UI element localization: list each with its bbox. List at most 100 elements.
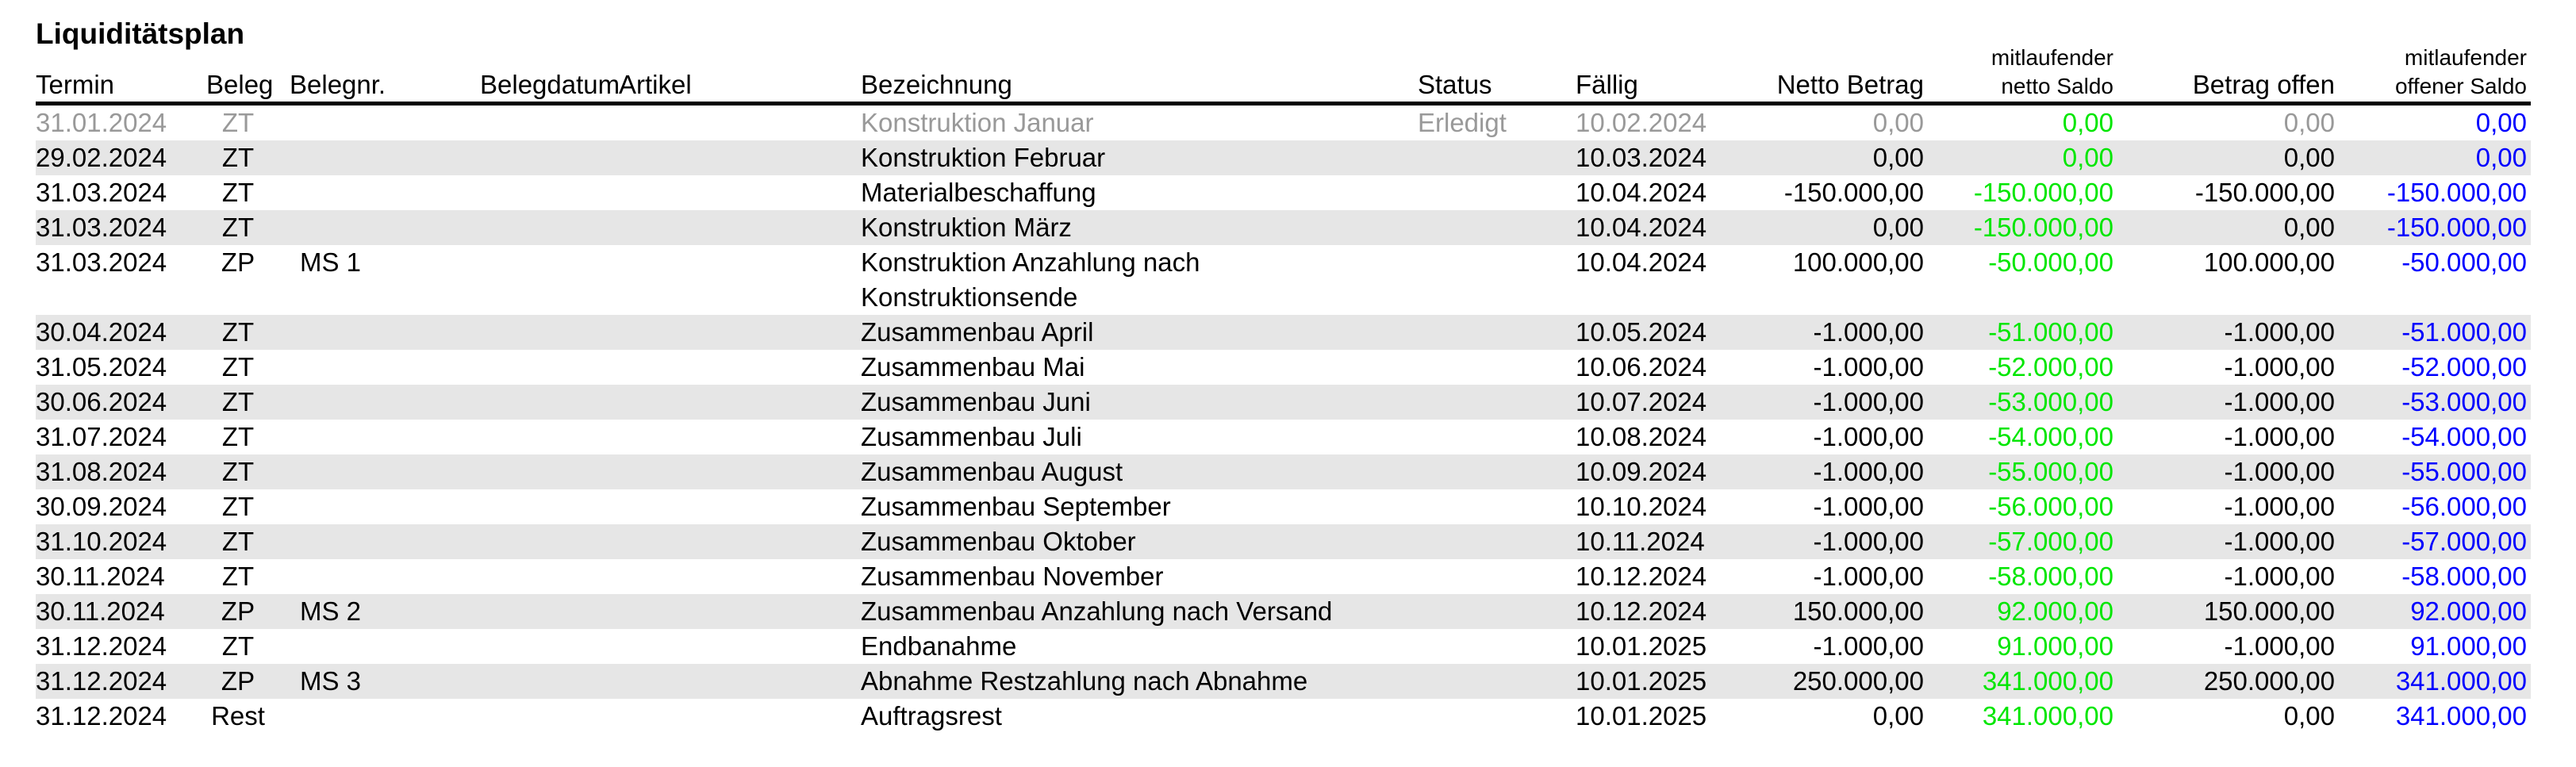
cell-bezeichnung: Konstruktion März	[861, 213, 1072, 242]
cell-offener-saldo: -51.000,00	[2401, 317, 2527, 347]
table-header: Termin Beleg Belegnr. Belegdatum Artikel…	[0, 0, 2576, 105]
cell-netto-saldo: -57.000,00	[1988, 527, 2113, 556]
cell-beleg: ZT	[221, 317, 255, 347]
cell-netto-betrag: -1.000,00	[1813, 457, 1924, 486]
cell-netto-saldo: -51.000,00	[1988, 317, 2113, 347]
cell-betrag-offen: -1.000,00	[2224, 457, 2335, 486]
cell-termin: 30.11.2024	[36, 596, 165, 626]
cell-bezeichnung: Zusammenbau Mai	[861, 352, 1085, 382]
cell-netto-betrag: 150.000,00	[1792, 596, 1924, 626]
cell-bezeichnung: Zusammenbau November	[861, 562, 1164, 591]
cell-netto-betrag: -1.000,00	[1813, 422, 1924, 451]
table-row: 31.12.2024 ZP MS 3 Abnahme Restzahlung nach…	[36, 664, 2531, 699]
cell-offener-saldo: -52.000,00	[2401, 352, 2527, 382]
cell-beleg: ZT	[221, 108, 255, 137]
cell-faellig: 10.08.2024	[1576, 422, 1707, 451]
table-row: 30.04.2024 ZT Zusammenbau April 10.05.2024 -…	[36, 315, 2531, 350]
cell-bezeichnung: Zusammenbau Juli	[861, 422, 1082, 451]
cell-beleg: ZT	[221, 527, 255, 556]
cell-betrag-offen: -1.000,00	[2224, 317, 2335, 347]
cell-beleg: ZP	[221, 666, 255, 696]
cell-bezeichnung: Zusammenbau September	[861, 492, 1171, 521]
cell-termin: 31.01.2024	[36, 108, 167, 137]
cell-netto-betrag: -1.000,00	[1813, 631, 1924, 661]
table-row: 31.07.2024 ZT Zusammenbau Juli 10.08.2024 -1…	[36, 420, 2531, 454]
cell-offener-saldo: -56.000,00	[2401, 492, 2527, 521]
table-row: 31.05.2024 ZT Zusammenbau Mai 10.06.2024 -1.…	[36, 350, 2531, 385]
col-betrag-offen: Betrag offen	[2192, 70, 2335, 99]
cell-betrag-offen: -1.000,00	[2224, 492, 2335, 521]
cell-bezeichnung: Zusammenbau Oktober	[861, 527, 1136, 556]
cell-beleg: ZT	[221, 631, 255, 661]
cell-offener-saldo: 91.000,00	[2410, 631, 2527, 661]
cell-bezeichnung: Materialbeschaffung	[861, 178, 1096, 207]
cell-bezeichnung: Auftragsrest	[861, 701, 1002, 731]
cell-beleg: ZT	[221, 143, 255, 172]
table-row: 30.09.2024 ZT Zusammenbau September 10.10.2…	[36, 489, 2531, 524]
cell-netto-betrag: 0,00	[1872, 143, 1924, 172]
cell-netto-betrag: 0,00	[1872, 108, 1924, 137]
cell-netto-saldo: -150.000,00	[1973, 178, 2113, 207]
cell-faellig: 10.04.2024	[1576, 213, 1707, 242]
cell-faellig: 10.12.2024	[1576, 562, 1707, 591]
cell-betrag-offen: -1.000,00	[2224, 352, 2335, 382]
cell-faellig: 10.06.2024	[1576, 352, 1707, 382]
col-netto-saldo-line2: netto Saldo	[2001, 74, 2113, 98]
cell-netto-betrag: 0,00	[1872, 701, 1924, 731]
cell-betrag-offen: -1.000,00	[2224, 527, 2335, 556]
cell-faellig: 10.04.2024	[1576, 247, 1707, 277]
cell-netto-saldo: -150.000,00	[1973, 213, 2113, 242]
table-row: 30.11.2024 ZP MS 2 Zusammenbau Anzahlung na…	[36, 594, 2531, 629]
cell-betrag-offen: 250.000,00	[2203, 666, 2335, 696]
cell-offener-saldo: 0,00	[2475, 108, 2527, 137]
cell-netto-saldo: -52.000,00	[1988, 352, 2113, 382]
cell-faellig: 10.11.2024	[1576, 527, 1705, 556]
cell-betrag-offen: -150.000,00	[2194, 178, 2335, 207]
col-belegnr: Belegnr.	[290, 70, 386, 99]
cell-faellig: 10.01.2025	[1576, 666, 1707, 696]
cell-beleg: ZT	[221, 352, 255, 382]
cell-termin: 30.09.2024	[36, 492, 167, 521]
cell-betrag-offen: 100.000,00	[2203, 247, 2335, 277]
cell-netto-saldo: -56.000,00	[1988, 492, 2113, 521]
cell-netto-betrag: 0,00	[1872, 213, 1924, 242]
cell-netto-saldo: 0,00	[2062, 108, 2113, 137]
cell-netto-saldo: -50.000,00	[1988, 247, 2113, 277]
cell-betrag-offen: -1.000,00	[2224, 387, 2335, 416]
cell-betrag-offen: 0,00	[2283, 213, 2335, 242]
cell-bezeichnung: Zusammenbau Juni	[861, 387, 1091, 416]
report-title: Liquiditätsplan	[36, 17, 245, 50]
cell-faellig: 10.01.2025	[1576, 631, 1707, 661]
col-bezeichnung: Bezeichnung	[861, 70, 1012, 99]
cell-offener-saldo: 341.000,00	[2395, 701, 2527, 731]
cell-termin: 30.11.2024	[36, 562, 165, 591]
cell-betrag-offen: 0,00	[2283, 143, 2335, 172]
cell-offener-saldo: 92.000,00	[2410, 596, 2527, 626]
cell-bezeichnung: Endbanahme	[861, 631, 1017, 661]
cell-netto-betrag: 250.000,00	[1792, 666, 1924, 696]
cell-netto-saldo: 92.000,00	[1997, 596, 2113, 626]
table-row: 31.01.2024 ZT Konstruktion Januar Erledigt 1…	[36, 105, 2531, 140]
cell-faellig: 10.07.2024	[1576, 387, 1707, 416]
cell-termin: 30.06.2024	[36, 387, 167, 416]
cell-netto-saldo: 341.000,00	[1982, 666, 2113, 696]
cell-offener-saldo: -150.000,00	[2386, 213, 2527, 242]
table-row: 31.12.2024 ZT Endbanahme 10.01.2025 -1.000,0…	[36, 629, 2531, 664]
cell-termin: 31.07.2024	[36, 422, 167, 451]
cell-faellig: 10.01.2025	[1576, 701, 1707, 731]
cell-faellig: 10.04.2024	[1576, 178, 1707, 207]
cell-belegnr: MS 1	[300, 247, 362, 277]
cell-offener-saldo: -54.000,00	[2401, 422, 2527, 451]
cell-bezeichnung: Zusammenbau August	[861, 457, 1123, 486]
cell-faellig: 10.09.2024	[1576, 457, 1707, 486]
cell-netto-betrag: -1.000,00	[1813, 352, 1924, 382]
cell-beleg: ZP	[221, 247, 255, 277]
table-row: 29.02.2024 ZT Konstruktion Februar 10.03.20…	[36, 140, 2531, 175]
col-belegdatum: Belegdatum	[480, 70, 620, 99]
cell-status: Erledigt	[1418, 108, 1507, 137]
cell-netto-saldo: 341.000,00	[1982, 701, 2113, 731]
cell-beleg: ZT	[221, 562, 255, 591]
cell-offener-saldo: -58.000,00	[2401, 562, 2527, 591]
col-netto-betrag: Netto Betrag	[1776, 70, 1924, 99]
cell-netto-saldo: -54.000,00	[1988, 422, 2113, 451]
